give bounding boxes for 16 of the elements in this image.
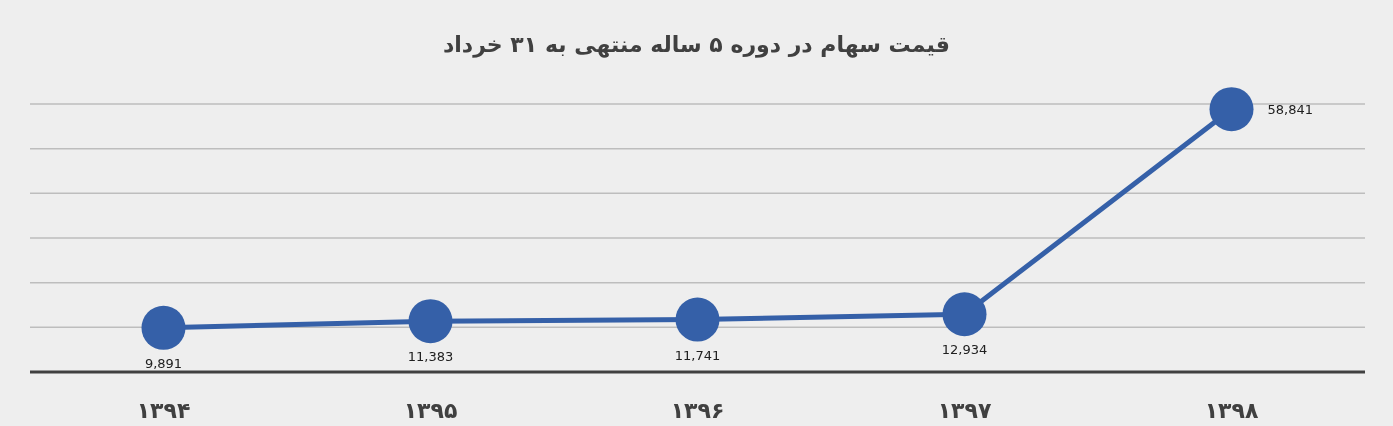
point bbox=[141, 305, 186, 350]
x-tick-label: ۱۳۹۸ bbox=[1204, 398, 1259, 423]
data-label: 58,841 bbox=[1267, 102, 1313, 118]
data-label: 9,891 bbox=[144, 355, 183, 371]
point bbox=[408, 299, 453, 344]
point bbox=[1209, 87, 1254, 132]
x-tick-label: ۱۳۹۶ bbox=[670, 398, 725, 423]
x-tick-label: ۱۳۹۷ bbox=[937, 398, 992, 423]
data-label: 12,934 bbox=[941, 342, 988, 358]
x-tick-label: ۱۳۹۵ bbox=[403, 398, 458, 423]
data-label: 11,741 bbox=[674, 347, 721, 363]
point bbox=[675, 297, 720, 342]
data-label: 11,383 bbox=[407, 349, 454, 365]
chart-title: قیمت سهام در دوره ۵ ساله منتهی به ۳۱ خرداد bbox=[443, 32, 950, 58]
x-tick-label: ۱۳۹۴ bbox=[136, 398, 191, 423]
point bbox=[942, 292, 987, 337]
